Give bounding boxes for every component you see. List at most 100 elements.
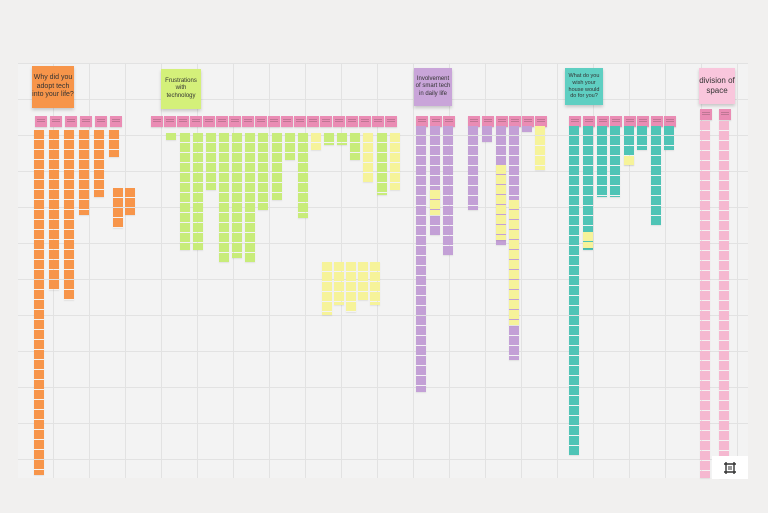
- sticky-note-column[interactable]: [370, 262, 380, 305]
- sticky-note-column[interactable]: [358, 262, 368, 300]
- sticky-note-subheader[interactable]: [443, 116, 455, 127]
- sticky-note-subheader[interactable]: [110, 116, 122, 127]
- sticky-note-subheader[interactable]: [637, 116, 649, 127]
- sticky-note-subheader[interactable]: [229, 116, 241, 127]
- sticky-note-subheader[interactable]: [430, 116, 442, 127]
- sticky-note-subheader[interactable]: [372, 116, 384, 127]
- whiteboard-canvas[interactable]: Why did you adopt tech into your life? F…: [18, 63, 748, 478]
- sticky-note-subheader[interactable]: [359, 116, 371, 127]
- sticky-note-column[interactable]: [624, 156, 634, 165]
- sticky-note-column[interactable]: [509, 200, 519, 325]
- sticky-note-subheader[interactable]: [65, 116, 77, 127]
- sticky-note-column[interactable]: [583, 232, 593, 248]
- sticky-note-subheader[interactable]: [281, 116, 293, 127]
- sticky-note-column[interactable]: [443, 126, 453, 255]
- sticky-note-column[interactable]: [482, 126, 492, 142]
- sticky-note-subheader[interactable]: [333, 116, 345, 127]
- frames-toolbar-button[interactable]: [712, 456, 748, 479]
- sticky-note-column[interactable]: [350, 133, 360, 160]
- sticky-note-subheader[interactable]: [468, 116, 480, 127]
- sticky-note-subheader[interactable]: [583, 116, 595, 127]
- sticky-note-column[interactable]: [377, 133, 387, 195]
- sticky-note-column[interactable]: [496, 165, 506, 240]
- sticky-note-column[interactable]: [346, 262, 356, 312]
- sticky-note-subheader[interactable]: [320, 116, 332, 127]
- sticky-note-column[interactable]: [311, 133, 321, 150]
- sticky-note-header[interactable]: Frustrations with technology: [161, 69, 201, 109]
- sticky-note-subheader[interactable]: [569, 116, 581, 127]
- sticky-note-subheader[interactable]: [151, 116, 163, 127]
- sticky-note-column[interactable]: [232, 133, 242, 258]
- sticky-note-column[interactable]: [416, 126, 426, 392]
- sticky-note-column[interactable]: [430, 190, 440, 215]
- sticky-note-header[interactable]: division of space: [699, 68, 735, 104]
- sticky-note-column[interactable]: [569, 126, 579, 455]
- sticky-note-column[interactable]: [390, 133, 400, 190]
- sticky-note-column[interactable]: [322, 262, 332, 315]
- sticky-note-subheader[interactable]: [385, 116, 397, 127]
- sticky-note-header[interactable]: Why did you adopt tech into your life?: [32, 66, 74, 108]
- sticky-note-subheader[interactable]: [35, 116, 47, 127]
- sticky-note-column[interactable]: [337, 133, 347, 145]
- sticky-note-subheader[interactable]: [294, 116, 306, 127]
- sticky-note-header[interactable]: What do you wish your house would do for…: [565, 68, 603, 105]
- sticky-note-subheader[interactable]: [416, 116, 428, 127]
- sticky-note-column[interactable]: [719, 121, 729, 478]
- sticky-note-column[interactable]: [125, 188, 135, 215]
- sticky-note-column[interactable]: [258, 133, 268, 210]
- sticky-note-column[interactable]: [535, 126, 545, 170]
- sticky-note-column[interactable]: [664, 126, 674, 150]
- sticky-note-column[interactable]: [79, 130, 89, 215]
- sticky-note-header[interactable]: Involvement of smart tech in daily life: [414, 68, 452, 106]
- sticky-note-subheader[interactable]: [80, 116, 92, 127]
- sticky-note-column[interactable]: [610, 126, 620, 197]
- sticky-note-column[interactable]: [624, 126, 634, 165]
- sticky-note-column[interactable]: [113, 188, 123, 228]
- sticky-note-column[interactable]: [109, 130, 119, 157]
- sticky-note-column[interactable]: [94, 130, 104, 197]
- sticky-note-column[interactable]: [180, 133, 190, 250]
- sticky-note-subheader[interactable]: [597, 116, 609, 127]
- sticky-note-subheader[interactable]: [535, 116, 547, 127]
- sticky-note-column[interactable]: [363, 133, 373, 182]
- sticky-note-column[interactable]: [637, 126, 647, 150]
- sticky-note-subheader[interactable]: [610, 116, 622, 127]
- sticky-note-column[interactable]: [334, 262, 344, 305]
- sticky-note-subheader[interactable]: [216, 116, 228, 127]
- sticky-note-subheader[interactable]: [482, 116, 494, 127]
- sticky-note-subheader[interactable]: [346, 116, 358, 127]
- sticky-note-column[interactable]: [34, 130, 44, 475]
- sticky-note-column[interactable]: [468, 126, 478, 210]
- sticky-note-subheader[interactable]: [255, 116, 267, 127]
- sticky-note-column[interactable]: [206, 133, 216, 190]
- sticky-note-column[interactable]: [166, 133, 176, 140]
- sticky-note-column[interactable]: [272, 133, 282, 200]
- sticky-note-column[interactable]: [49, 130, 59, 290]
- sticky-note-subheader[interactable]: [203, 116, 215, 127]
- sticky-note-subheader[interactable]: [522, 116, 534, 127]
- sticky-note-column[interactable]: [651, 126, 661, 225]
- sticky-note-subheader[interactable]: [509, 116, 521, 127]
- sticky-note-subheader[interactable]: [664, 116, 676, 127]
- sticky-note-column[interactable]: [298, 133, 308, 218]
- sticky-note-column[interactable]: [522, 126, 532, 132]
- sticky-note-column[interactable]: [597, 126, 607, 197]
- sticky-note-column[interactable]: [700, 121, 710, 478]
- sticky-note-column[interactable]: [245, 133, 255, 262]
- sticky-note-subheader[interactable]: [50, 116, 62, 127]
- sticky-note-column[interactable]: [193, 133, 203, 250]
- sticky-note-subheader[interactable]: [95, 116, 107, 127]
- sticky-note-subheader[interactable]: [624, 116, 636, 127]
- sticky-note-subheader[interactable]: [496, 116, 508, 127]
- sticky-note-subheader[interactable]: [307, 116, 319, 127]
- sticky-note-subheader[interactable]: [651, 116, 663, 127]
- sticky-note-subheader[interactable]: [177, 116, 189, 127]
- sticky-note-subheader[interactable]: [164, 116, 176, 127]
- sticky-note-subheader[interactable]: [700, 109, 712, 120]
- sticky-note-column[interactable]: [219, 133, 229, 262]
- sticky-note-subheader[interactable]: [719, 109, 731, 120]
- sticky-note-column[interactable]: [324, 133, 334, 145]
- sticky-note-subheader[interactable]: [190, 116, 202, 127]
- sticky-note-column[interactable]: [64, 130, 74, 300]
- sticky-note-subheader[interactable]: [242, 116, 254, 127]
